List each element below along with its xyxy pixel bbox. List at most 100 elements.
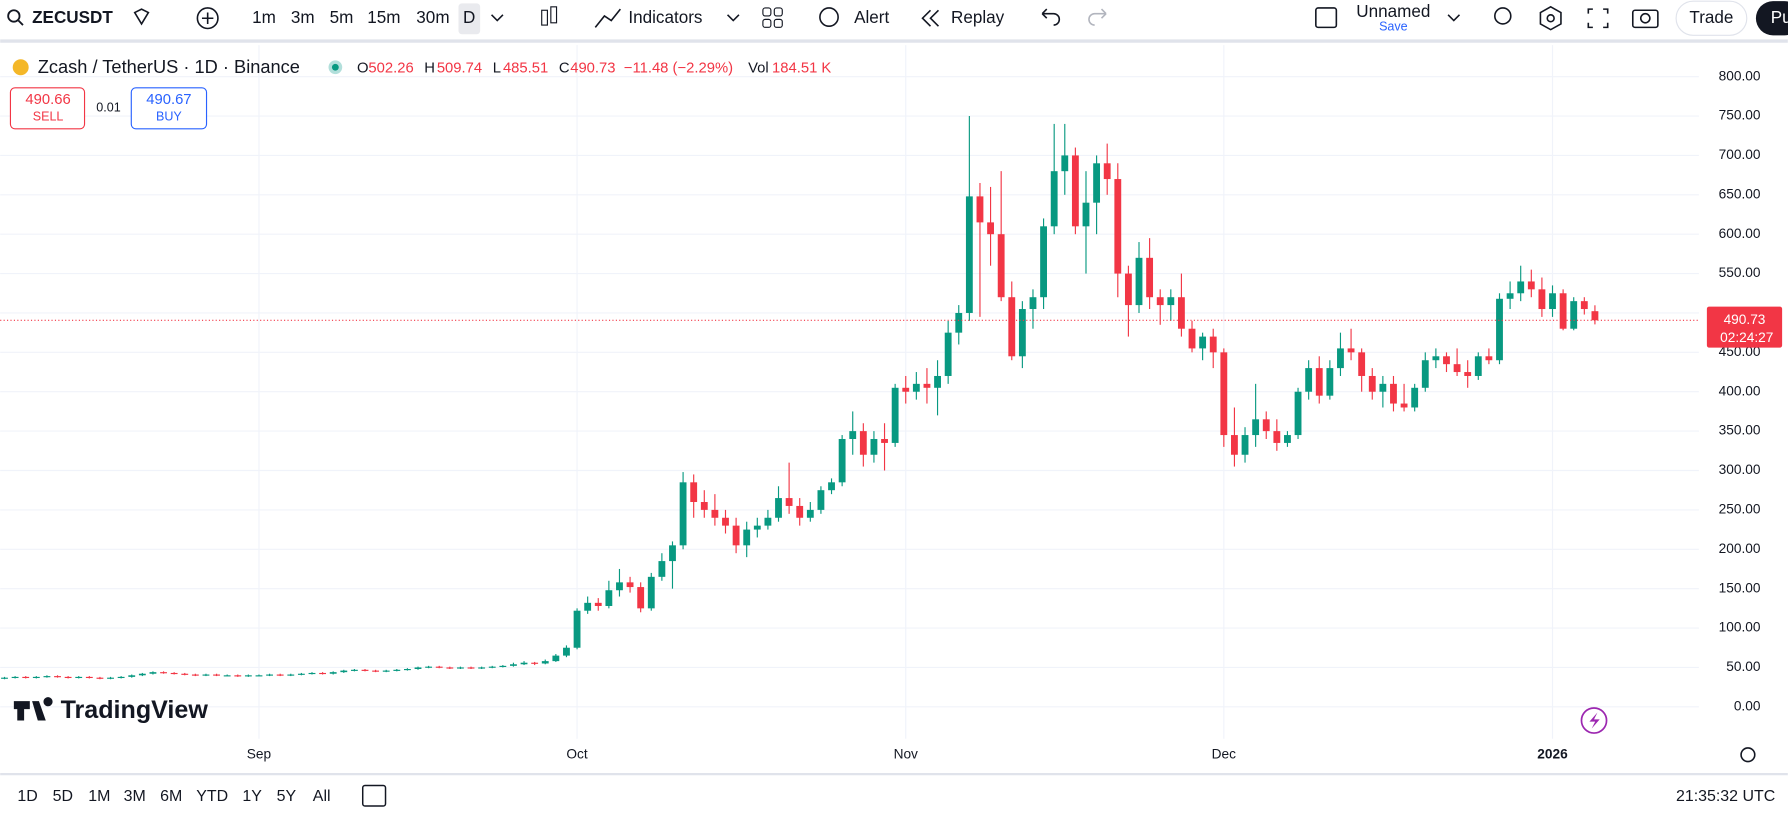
buy-button[interactable] bbox=[130, 87, 208, 130]
y-tick-label: 700.00 bbox=[1719, 147, 1761, 162]
price-axis: 0.00 50.00 100.00 150.00 200.00 250.00 300.00 3… bbox=[1706, 68, 1783, 713]
candle-body bbox=[43, 676, 51, 678]
candle-body bbox=[669, 545, 676, 562]
candle-body bbox=[1538, 289, 1546, 310]
candle-body bbox=[96, 677, 104, 679]
candle-body bbox=[700, 502, 708, 510]
range-button[interactable]: 1M bbox=[88, 788, 110, 805]
interval[interactable]: 30m bbox=[416, 8, 449, 27]
layout-name[interactable]: Unnamed bbox=[1356, 2, 1430, 21]
templates-icon[interactable] bbox=[762, 7, 772, 17]
buy-price[interactable]: 490.67 bbox=[146, 92, 191, 108]
add-symbol[interactable] bbox=[196, 7, 219, 30]
screener-icon[interactable] bbox=[1494, 7, 1512, 25]
candle-body bbox=[520, 662, 528, 665]
candle-body bbox=[319, 672, 327, 675]
replay-button[interactable]: Replay bbox=[951, 8, 1005, 27]
candle-body bbox=[1527, 281, 1535, 290]
trade-button-bg[interactable] bbox=[1675, 0, 1748, 36]
gem-icon[interactable] bbox=[133, 8, 150, 26]
templates-icon bbox=[762, 18, 772, 28]
interval[interactable]: 3m bbox=[291, 8, 315, 27]
candle-body bbox=[170, 672, 178, 675]
goto-date[interactable] bbox=[361, 784, 387, 807]
candle-body bbox=[435, 666, 443, 668]
y-tick-label: 250.00 bbox=[1719, 501, 1761, 516]
candle-body bbox=[1231, 435, 1238, 455]
chart-type-icon[interactable] bbox=[541, 9, 548, 26]
candle-body bbox=[764, 517, 772, 526]
layout-icon[interactable] bbox=[1315, 7, 1338, 29]
search-icon[interactable] bbox=[7, 9, 21, 23]
candle-body bbox=[1337, 348, 1344, 369]
candle-body bbox=[22, 676, 30, 679]
candle-body bbox=[382, 670, 390, 672]
range-button[interactable]: 6M bbox=[160, 788, 182, 805]
settings-icon[interactable] bbox=[1539, 5, 1562, 31]
candle-body bbox=[1135, 257, 1143, 306]
candle-body bbox=[1284, 435, 1291, 443]
candle-body bbox=[1029, 297, 1037, 310]
candle-body bbox=[393, 669, 401, 671]
candle-body bbox=[1305, 368, 1313, 392]
candle-body bbox=[531, 662, 539, 664]
candle-body bbox=[202, 674, 210, 676]
x-tick-label: 2026 bbox=[1537, 746, 1568, 761]
candles bbox=[0, 116, 1699, 680]
candle-body bbox=[1220, 352, 1228, 436]
interval[interactable]: D bbox=[463, 8, 475, 27]
undo[interactable] bbox=[1041, 8, 1061, 26]
indicators-button[interactable]: Indicators bbox=[628, 8, 702, 27]
sell-button[interactable] bbox=[9, 87, 86, 130]
x-tick-label: Sep bbox=[247, 746, 272, 761]
trade-button[interactable]: Trade bbox=[1689, 8, 1733, 27]
candle-body bbox=[1071, 155, 1079, 227]
candle-body bbox=[213, 674, 220, 676]
publish-button[interactable]: Pu bbox=[1771, 8, 1788, 27]
candle-body bbox=[191, 674, 199, 676]
candle-body bbox=[128, 675, 136, 677]
range-button[interactable]: 1D bbox=[17, 788, 37, 805]
interval[interactable]: 15m bbox=[367, 8, 400, 27]
chevron[interactable] bbox=[1447, 14, 1461, 22]
y-tick-label: 0.00 bbox=[1734, 698, 1761, 713]
candle-body bbox=[160, 672, 167, 674]
candle-body bbox=[584, 602, 592, 611]
interval[interactable]: 1m bbox=[252, 8, 276, 27]
buy-label[interactable]: BUY bbox=[156, 110, 182, 124]
candle-body bbox=[223, 675, 231, 677]
chevron[interactable] bbox=[490, 14, 504, 22]
candle-body bbox=[902, 387, 910, 392]
alert-button[interactable]: Alert bbox=[854, 8, 889, 27]
symbol[interactable]: ZECUSDT bbox=[32, 8, 113, 27]
legend-volume: 184.51 K bbox=[772, 60, 831, 76]
publish-button-bg[interactable] bbox=[1755, 1, 1788, 36]
interval[interactable]: 5m bbox=[330, 8, 354, 27]
candle-body bbox=[881, 438, 888, 443]
range-button[interactable]: 5D bbox=[53, 788, 73, 805]
candle-body bbox=[488, 666, 496, 668]
range-button[interactable]: 1Y bbox=[242, 788, 262, 805]
range-button[interactable]: 3M bbox=[124, 788, 146, 805]
fullscreen[interactable] bbox=[1587, 8, 1609, 29]
candle-body bbox=[573, 610, 581, 648]
candle-body bbox=[457, 667, 464, 669]
sell-price[interactable]: 490.66 bbox=[25, 92, 70, 108]
save-button[interactable]: Save bbox=[1379, 20, 1408, 34]
range-button[interactable]: All bbox=[313, 788, 331, 805]
candle-body bbox=[647, 576, 655, 609]
chevron[interactable] bbox=[726, 14, 740, 22]
candle-body bbox=[1326, 368, 1334, 396]
candle-body bbox=[1156, 297, 1164, 306]
snapshot[interactable] bbox=[1631, 9, 1659, 29]
indicators-icon bbox=[594, 8, 622, 28]
redo[interactable] bbox=[1088, 8, 1107, 26]
candle-body bbox=[1549, 293, 1556, 310]
candle-body bbox=[1506, 293, 1514, 299]
axis-settings[interactable] bbox=[1740, 747, 1756, 763]
y-tick-label: 400.00 bbox=[1719, 383, 1761, 398]
grid bbox=[0, 45, 1699, 739]
sell-label[interactable]: SELL bbox=[33, 110, 64, 124]
range-button[interactable]: 5Y bbox=[277, 788, 297, 805]
range-button[interactable]: YTD bbox=[196, 788, 228, 805]
